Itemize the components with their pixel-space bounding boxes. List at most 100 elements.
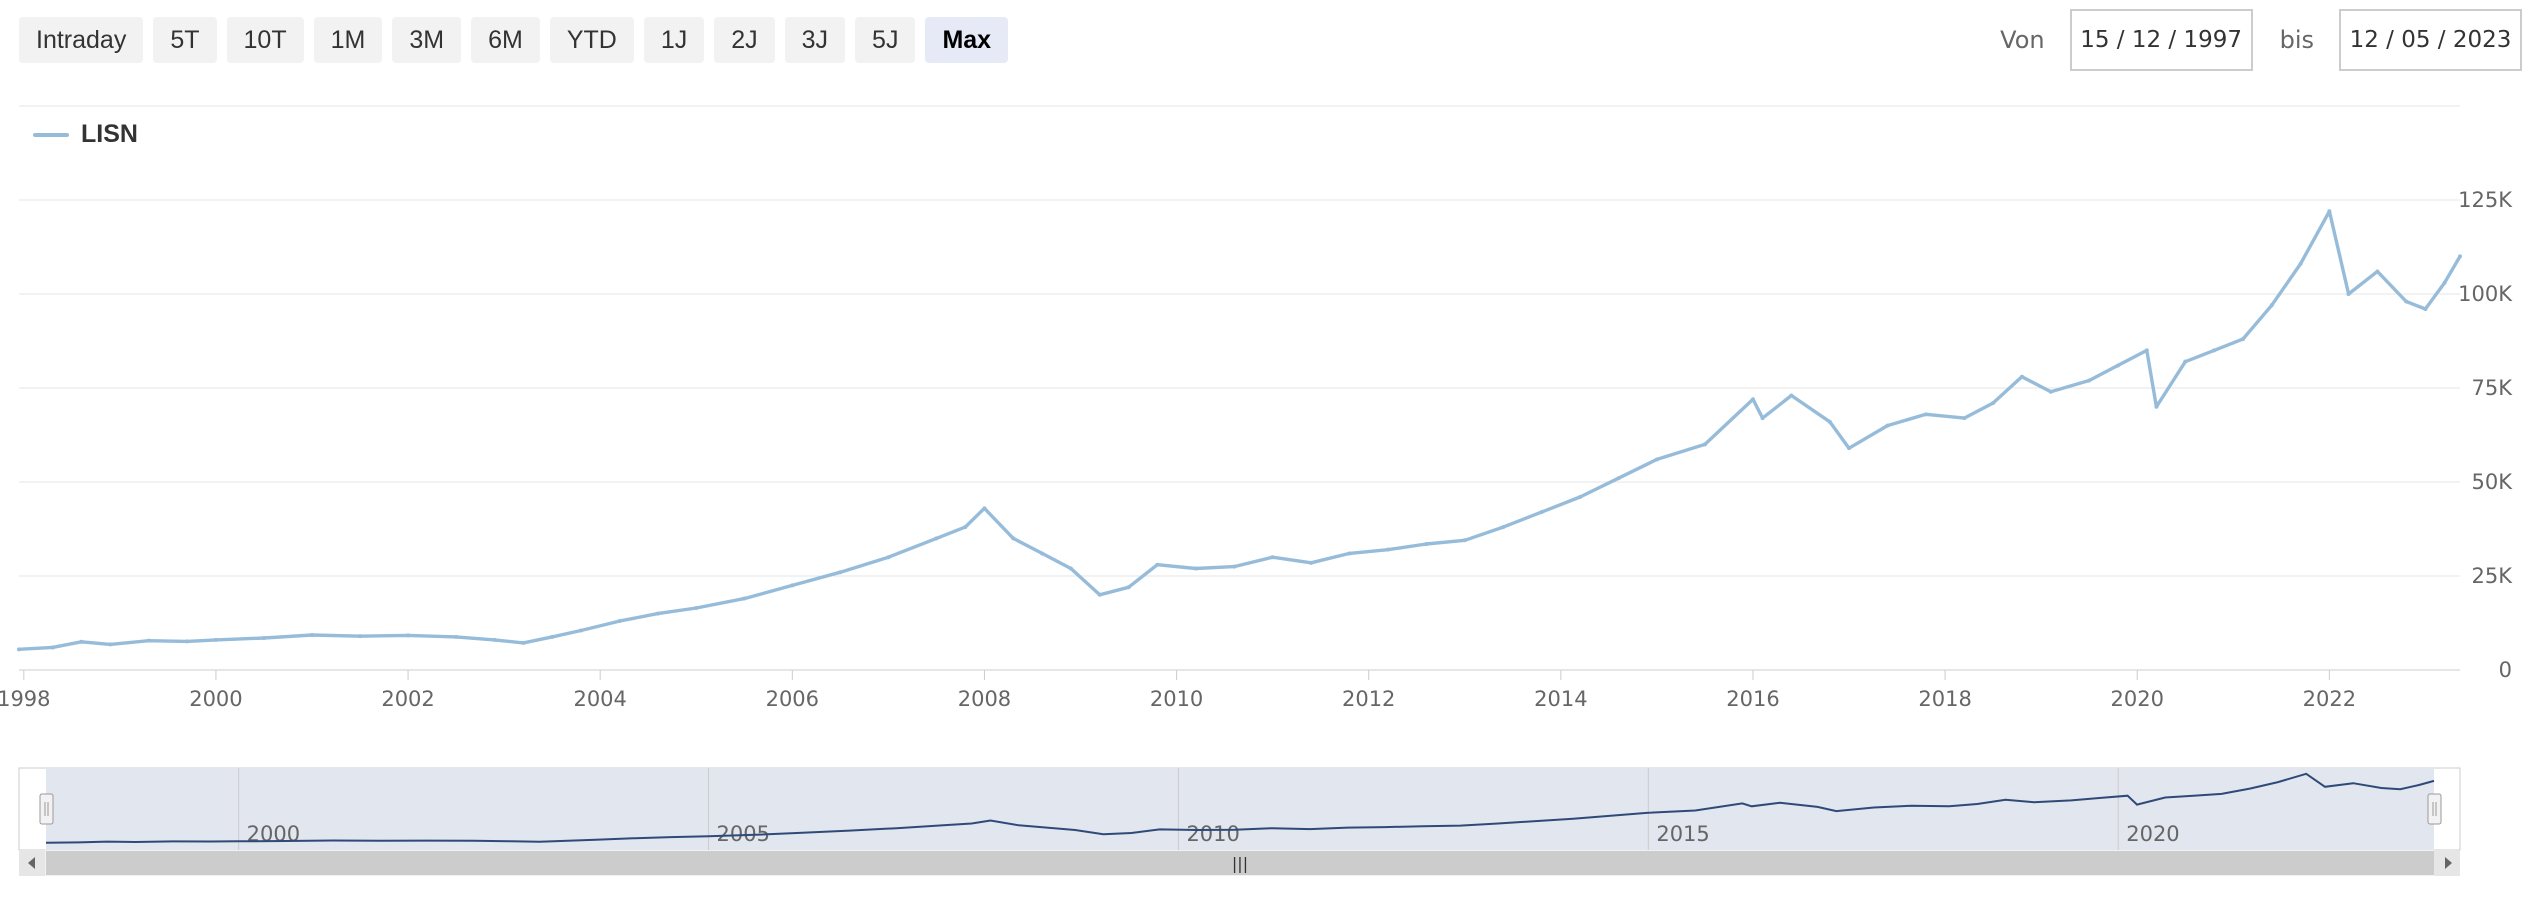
series-point [1750,397,1755,402]
series-point [2212,348,2217,353]
range-button-ytd[interactable]: YTD [549,17,634,63]
scrollbar-left-arrow-icon [28,857,35,869]
legend-series-label: LISN [81,120,138,148]
series-point [2442,280,2447,285]
series-point [1885,423,1890,428]
series-point [2087,378,2092,383]
range-selector: Intraday 5T 10T 1M 3M 6M YTD 1J 2J 3J 5J Max [19,17,1009,63]
navigator-line [45,772,2435,844]
series-point [2298,261,2303,266]
series-point [982,506,987,511]
series-point [1011,536,1016,541]
navigator-label: 2015 [1656,822,1709,846]
range-button-1m[interactable]: 1M [313,17,383,63]
series-point [886,555,891,560]
date-range-inputs: Von 15 / 12 / 1997 bis 12 / 05 / 2023 [2000,9,2522,71]
x-axis-ticks: 1998 2000 2002 2004 2006 2008 2010 2012 2014 2016… [0,670,2356,711]
series-point [1309,560,1314,565]
series-points [17,209,2462,652]
navigator-right-handle[interactable] [2427,793,2442,825]
series-point [2144,348,2149,353]
series-point [406,633,411,638]
series-point [2048,389,2053,394]
series-point [2375,269,2380,274]
x-tick-label: 2012 [1342,687,1395,711]
series-point [655,611,660,616]
series-point [261,636,266,641]
series-point [2269,303,2274,308]
range-button-10t[interactable]: 10T [226,17,304,63]
series-point [1193,566,1198,571]
range-button-max[interactable]: Max [925,17,1009,63]
series-point [1385,547,1390,552]
legend[interactable]: LISN [33,120,138,149]
series-point [578,628,583,633]
to-date-input[interactable]: 12 / 05 / 2023 [2339,9,2522,71]
navigator-label: 2020 [2126,822,2179,846]
range-button-5t[interactable]: 5T [153,17,217,63]
series-point [2154,404,2159,409]
navigator-selected-range [46,768,2434,850]
series-point [1991,401,1996,406]
x-tick-label: 1998 [0,687,51,711]
series-point [963,525,968,530]
series-point [521,640,526,645]
x-tick-label: 2000 [189,687,242,711]
scrollbar[interactable]: ||| [19,850,2460,876]
navigator[interactable]: 2000 2005 2010 2015 2020 [18,767,2461,851]
series-point [1040,551,1045,556]
navigator-left-handle[interactable] [39,793,54,825]
series-point [2404,299,2409,304]
series-point [358,634,363,639]
series-point [2116,363,2121,368]
from-date-input[interactable]: 15 / 12 / 1997 [2069,9,2253,71]
series-point [1789,393,1794,398]
series-point [1539,510,1544,515]
navigator-label: 2000 [247,822,300,846]
series-point [2423,307,2428,312]
series-point [2346,292,2351,296]
range-button-intraday[interactable]: Intraday [19,17,144,63]
x-tick-label: 2014 [1534,687,1587,711]
series-point [1760,416,1765,421]
series-point [1501,525,1506,530]
range-button-5j[interactable]: 5J [855,17,916,63]
scrollbar-thumb[interactable] [46,851,2434,875]
series-point [108,642,113,647]
x-tick-label: 2022 [2303,687,2356,711]
y-tick-label: 50K [2472,470,2514,494]
y-tick-label: 25K [2472,564,2514,588]
series-point [1462,538,1467,543]
series-point [742,596,747,601]
range-button-3j[interactable]: 3J [784,17,846,63]
series-point [838,570,843,575]
series-point [1616,476,1621,481]
y-axis-ticks: 0 25K 50K 75K 100K 125K [2458,188,2513,682]
series-point [1923,412,1928,417]
series-point [1347,551,1352,556]
series-point [1126,585,1131,590]
series-point [1068,566,1073,571]
series-point [617,619,622,624]
series-point [17,647,21,652]
from-label: Von [2000,26,2045,54]
series-point [1827,419,1832,424]
series-point [550,634,555,639]
series-point [1155,562,1160,567]
series-point [1232,564,1237,569]
series-point [934,536,939,541]
series-point [2183,359,2188,364]
range-button-3m[interactable]: 3M [392,17,462,63]
range-button-1j[interactable]: 1J [643,17,705,63]
series-point [50,645,55,650]
range-button-2j[interactable]: 2J [714,17,775,63]
series-point [185,639,190,644]
series-point [213,637,218,642]
navigator-label: 2010 [1186,822,1239,846]
y-tick-label: 125K [2458,188,2513,212]
series-point [1424,542,1429,547]
series-point [1847,446,1852,451]
x-tick-label: 2002 [381,687,434,711]
range-button-6m[interactable]: 6M [471,17,540,63]
